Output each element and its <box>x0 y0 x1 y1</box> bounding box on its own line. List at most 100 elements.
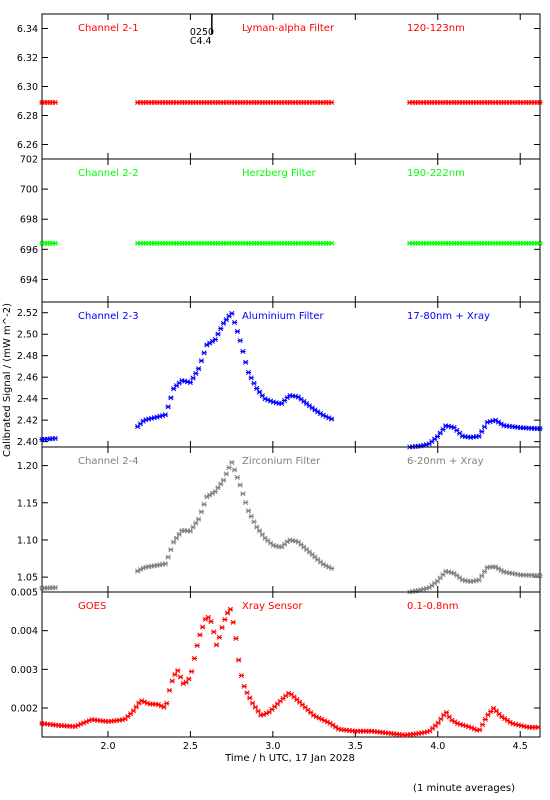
data-point <box>191 655 198 662</box>
data-point <box>212 336 218 343</box>
y-tick-label: 2.52 <box>17 308 38 319</box>
data-point <box>223 317 229 323</box>
data-point <box>259 532 265 538</box>
data-point <box>440 572 446 578</box>
filter-label: Zirconium Filter <box>242 456 321 467</box>
data-point <box>188 668 195 675</box>
data-point <box>435 720 441 726</box>
y-tick-label: 0.003 <box>11 665 38 676</box>
data-point <box>434 434 441 440</box>
data-point <box>218 326 224 332</box>
data-point <box>243 359 249 365</box>
y-tick-label: 0.004 <box>11 626 38 637</box>
data-point <box>176 531 182 537</box>
data-point <box>233 635 239 641</box>
data-point <box>493 708 499 714</box>
data-point <box>168 395 174 401</box>
data-point <box>173 535 180 541</box>
x-axis-label: Time / h UTC, 17 Jan 2028 <box>224 753 355 764</box>
data-point <box>328 565 335 572</box>
data-point <box>222 616 228 623</box>
panel-3: 2.40 2.42 2.44 2.46 2.48 2.50 2.52 Channel 2-3 A… <box>17 301 543 450</box>
panel-frame <box>41 301 541 448</box>
data-point <box>165 554 171 560</box>
data-point <box>169 678 175 684</box>
panel-2: 694 696 698 700 702 Channel 2-2 Herzberg Filte… <box>20 155 543 303</box>
data-point <box>248 375 254 381</box>
data-point <box>482 716 488 722</box>
data-point <box>231 319 238 325</box>
data-point <box>247 695 253 701</box>
y-tick-label: 6.32 <box>17 53 38 64</box>
data-point <box>254 524 260 530</box>
data-point <box>202 616 209 622</box>
data-point <box>190 524 196 530</box>
data-point <box>52 435 58 441</box>
y-axis-label: Calibrated Signal / (mW m^-2) <box>2 303 13 457</box>
data-point <box>229 459 235 465</box>
data-point <box>426 585 432 591</box>
y-tick-label: 698 <box>20 215 38 226</box>
data-point <box>175 668 181 674</box>
footnote: (1 minute averages) <box>413 783 515 794</box>
data-point <box>212 488 218 495</box>
data-point <box>195 366 202 372</box>
y-tick-label: 694 <box>20 275 38 286</box>
data-point <box>183 679 189 685</box>
data-point <box>193 370 199 376</box>
filter-label: Herzberg Filter <box>242 168 317 179</box>
event-marker-label: 0250 <box>190 27 214 38</box>
data-point <box>215 331 221 337</box>
data-point <box>162 412 168 418</box>
data-point <box>446 714 452 720</box>
y-tick-label: 2.42 <box>17 416 38 427</box>
data-point <box>186 676 192 682</box>
data-point <box>259 393 265 399</box>
filter-label: Aluminium Filter <box>242 311 325 322</box>
y-tick-label: 2.44 <box>17 394 38 405</box>
data-point <box>172 672 178 678</box>
data-point <box>237 482 243 488</box>
data-point <box>177 674 184 680</box>
data-point <box>328 416 335 422</box>
y-tick-label: 6.30 <box>17 82 38 93</box>
x-tick-label: 3.5 <box>348 741 363 752</box>
data-point <box>171 539 177 545</box>
data-point <box>205 614 211 620</box>
data-point <box>537 426 543 432</box>
panel-frame <box>41 158 541 303</box>
y-tick-label: 700 <box>20 185 38 196</box>
data-point <box>211 629 217 635</box>
panel-frame <box>41 13 541 160</box>
panel-4: 1.05 1.10 1.15 1.20 Channel 2-4 Zirconium Fil… <box>17 446 543 595</box>
data-point <box>252 704 258 710</box>
data-point <box>216 634 222 640</box>
data-point <box>237 338 243 344</box>
data-point <box>195 516 202 522</box>
y-tick-label: 0.002 <box>11 704 38 715</box>
data-point <box>234 474 241 480</box>
data-point <box>440 426 446 433</box>
channel-label: Channel 2-4 <box>78 456 139 467</box>
x-tick-label: 4.0 <box>430 741 445 752</box>
series-points <box>39 240 543 246</box>
data-point <box>309 405 315 411</box>
data-point <box>240 491 246 497</box>
event-marker-label: C4.4 <box>190 36 212 47</box>
data-point <box>218 481 224 487</box>
data-point <box>130 708 137 714</box>
y-tick-label: 6.28 <box>17 111 38 122</box>
data-point <box>485 712 491 718</box>
data-point <box>479 722 486 728</box>
data-point <box>226 465 232 471</box>
data-point <box>227 606 234 612</box>
band-label: 190-222nm <box>407 168 465 179</box>
data-point <box>240 348 246 355</box>
data-point <box>193 520 199 526</box>
data-point <box>245 508 252 514</box>
data-point <box>243 499 249 506</box>
data-point <box>328 99 335 106</box>
panel-frame <box>41 591 541 738</box>
